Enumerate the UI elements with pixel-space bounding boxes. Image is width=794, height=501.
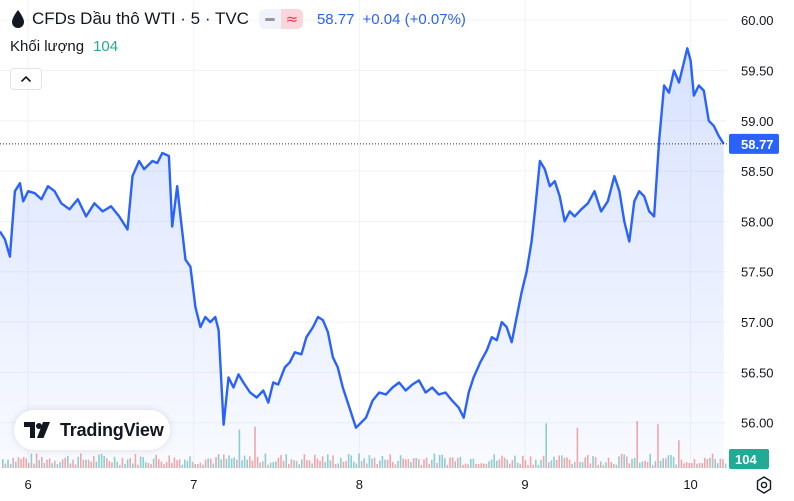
minus-icon[interactable] xyxy=(259,9,281,29)
symbol-title[interactable]: CFDs Dầu thô WTI · 5 · TVC xyxy=(32,9,249,28)
volume-legend: Khối lượng 104 xyxy=(10,38,118,55)
price-change: +0.04 (+0.07%) xyxy=(362,10,466,28)
y-tick-label: 57.50 xyxy=(741,265,774,280)
volume-bar xyxy=(724,463,727,468)
y-tick-label: 60.00 xyxy=(741,13,774,28)
x-tick-label: 9 xyxy=(521,477,528,492)
y-tick-label: 59.00 xyxy=(741,114,774,129)
chart-mode-toggle[interactable]: ≈ xyxy=(258,9,303,29)
y-tick-label: 56.50 xyxy=(741,365,774,380)
volume-tag-label: 104 xyxy=(735,452,757,467)
chart-header: CFDs Dầu thô WTI · 5 · TVC ≈ 58.77 +0.04… xyxy=(10,8,466,30)
collapse-legend-button[interactable] xyxy=(10,68,42,90)
volume-tag xyxy=(729,449,769,469)
y-tick-label: 57.00 xyxy=(741,315,774,330)
current-price: 58.77 xyxy=(316,10,355,28)
approx-icon[interactable]: ≈ xyxy=(280,9,303,29)
y-tick-label: 58.00 xyxy=(741,214,774,229)
time-axis[interactable]: 6 7 8 9 10 xyxy=(25,477,698,492)
logo-text: TradingView xyxy=(60,419,164,440)
x-tick-label: 8 xyxy=(356,477,363,492)
volume-label: Khối lượng xyxy=(10,38,85,55)
settings-icon[interactable] xyxy=(754,475,774,495)
price-line xyxy=(0,47,725,429)
price-area xyxy=(0,48,724,469)
oil-drop-icon xyxy=(12,10,24,28)
x-tick-label: 10 xyxy=(683,477,697,492)
volume-value: 104 xyxy=(93,38,119,55)
price-axis[interactable]: 60.00 59.50 59.00 58.50 58.00 57.50 57.00 56.50… xyxy=(741,13,774,431)
last-price-tag-label: 58.77 xyxy=(741,137,774,152)
y-tick-label: 59.50 xyxy=(741,63,774,78)
x-tick-label: 7 xyxy=(190,477,197,492)
y-tick-label: 56.00 xyxy=(741,416,774,431)
last-price-tag xyxy=(729,133,779,154)
chevron-up-icon xyxy=(20,75,32,83)
tradingview-logo[interactable]: TradingView xyxy=(14,410,170,450)
x-tick-label: 6 xyxy=(25,477,32,492)
y-tick-label: 58.50 xyxy=(741,164,774,179)
tradingview-logo-icon xyxy=(24,422,50,438)
